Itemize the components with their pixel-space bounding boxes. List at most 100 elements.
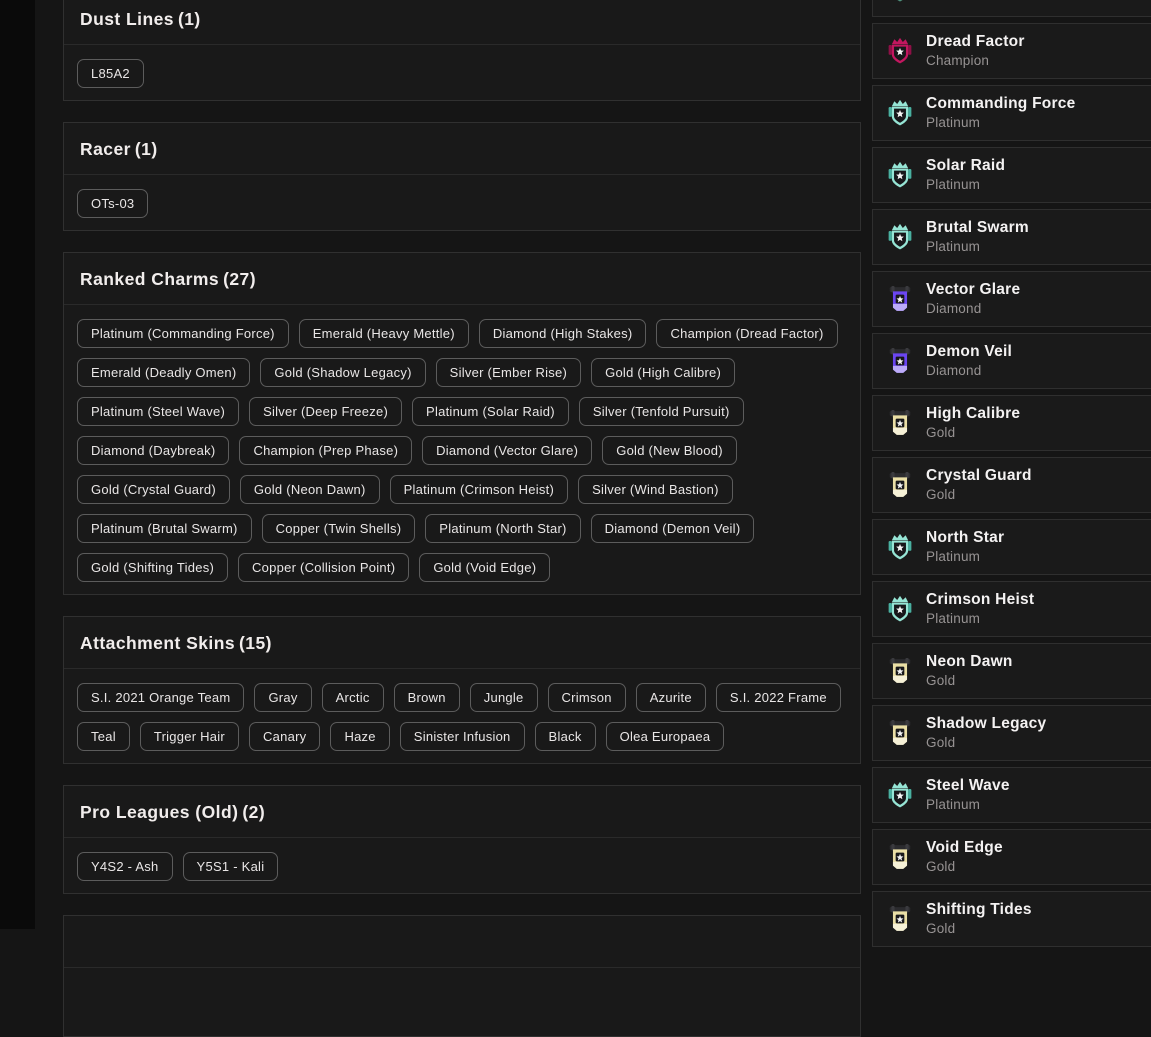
item-chip[interactable]: Diamond (Demon Veil) (590, 514, 755, 543)
charm-title: North Star (926, 529, 1005, 546)
charm-title: Vector Glare (926, 281, 1021, 298)
charm-title: Shadow Legacy (926, 715, 1047, 732)
collection-sections: Dust Lines (1) L85A2 Racer (1) OTs-03 Rank… (63, 0, 861, 1037)
charm-list-item[interactable]: North Star Platinum (872, 519, 1151, 575)
charm-list-item[interactable]: Shifting Tides Gold (872, 891, 1151, 947)
item-chip[interactable]: Copper (Twin Shells) (261, 514, 416, 543)
charm-list-item[interactable]: Solar Raid Platinum (872, 147, 1151, 203)
charm-title: Crimson Heist (926, 591, 1035, 608)
banner-charm-icon (889, 906, 911, 931)
collection-section: Pro Leagues (Old) (2) Y4S2 - Ash Y5S1 - K… (63, 785, 861, 894)
charm-list-item[interactable]: Demon Veil Diamond (872, 333, 1151, 389)
section-title (80, 931, 844, 953)
item-chip[interactable]: Arctic (321, 683, 384, 712)
charm-title: Brutal Swarm (926, 219, 1029, 236)
item-chip[interactable]: Diamond (Daybreak) (77, 436, 230, 465)
banner-charm-icon (889, 844, 911, 869)
charm-list-item[interactable]: Shadow Legacy Gold (872, 705, 1151, 761)
item-chip[interactable]: Y5S1 - Kali (182, 852, 279, 881)
charm-rank: Gold (926, 859, 956, 874)
charm-list-item[interactable]: Steel Wave Platinum (872, 767, 1151, 823)
charm-list-item[interactable]: Emerald (872, 0, 1151, 17)
item-chip[interactable]: Gold (Shifting Tides) (77, 553, 229, 582)
item-chip[interactable]: Gold (New Blood) (602, 436, 737, 465)
item-chip[interactable]: Jungle (469, 683, 538, 712)
charm-title: Crystal Guard (926, 467, 1032, 484)
item-chip[interactable]: Silver (Wind Bastion) (578, 475, 733, 504)
section-chip-list: OTs-03 (64, 175, 860, 230)
item-chip[interactable]: Silver (Ember Rise) (435, 358, 582, 387)
section-header (64, 916, 860, 968)
banner-charm-icon (889, 286, 911, 311)
item-chip[interactable]: Gold (Crystal Guard) (77, 475, 230, 504)
item-chip[interactable]: Diamond (High Stakes) (478, 319, 647, 348)
item-chip[interactable]: Platinum (Brutal Swarm) (77, 514, 252, 543)
charm-list-item[interactable]: Neon Dawn Gold (872, 643, 1151, 699)
item-chip[interactable]: Sinister Infusion (399, 722, 525, 751)
item-chip[interactable]: Diamond (Vector Glare) (422, 436, 593, 465)
charm-title: Demon Veil (926, 343, 1013, 360)
charm-title: High Calibre (926, 405, 1021, 422)
charm-rank: Platinum (926, 115, 981, 130)
item-chip[interactable]: Crimson (547, 683, 626, 712)
item-chip[interactable]: OTs-03 (77, 189, 149, 218)
item-chip[interactable]: Black (534, 722, 596, 751)
charm-list-item[interactable]: High Calibre Gold (872, 395, 1151, 451)
item-chip[interactable]: Copper (Collision Point) (238, 553, 410, 582)
banner-charm-icon (889, 472, 911, 497)
section-header: Ranked Charms (27) (64, 253, 860, 305)
section-title-text: Pro Leagues (Old) (80, 802, 239, 822)
item-chip[interactable]: S.I. 2022 Frame (715, 683, 841, 712)
item-chip[interactable]: Y4S2 - Ash (77, 852, 173, 881)
item-chip[interactable]: Canary (249, 722, 321, 751)
section-title: Attachment Skins (15) (80, 632, 844, 654)
charm-list-item[interactable]: Crystal Guard Gold (872, 457, 1151, 513)
item-chip[interactable]: Platinum (Crimson Heist) (389, 475, 569, 504)
charm-list-item[interactable]: Void Edge Gold (872, 829, 1151, 885)
item-chip[interactable]: S.I. 2021 Orange Team (77, 683, 245, 712)
item-chip[interactable]: L85A2 (77, 59, 144, 88)
banner-charm-icon (889, 720, 911, 745)
item-chip[interactable]: Emerald (Deadly Omen) (77, 358, 251, 387)
item-chip[interactable]: Gray (254, 683, 312, 712)
crowned-shield-charm-icon (888, 223, 912, 250)
item-chip[interactable]: Olea Europaea (605, 722, 725, 751)
item-chip[interactable]: Gold (Shadow Legacy) (260, 358, 426, 387)
item-chip[interactable]: Emerald (Heavy Mettle) (298, 319, 469, 348)
section-header: Pro Leagues (Old) (2) (64, 786, 860, 838)
item-chip[interactable]: Silver (Tenfold Pursuit) (578, 397, 744, 426)
charm-list-item[interactable]: Crimson Heist Platinum (872, 581, 1151, 637)
item-chip[interactable]: Brown (393, 683, 460, 712)
item-chip[interactable]: Platinum (North Star) (425, 514, 581, 543)
section-title: Pro Leagues (Old) (2) (80, 801, 844, 823)
crowned-shield-charm-icon (888, 781, 912, 808)
crowned-shield-charm-icon (888, 533, 912, 560)
item-chip[interactable]: Platinum (Commanding Force) (77, 319, 289, 348)
banner-charm-icon (889, 348, 911, 373)
item-chip[interactable]: Champion (Prep Phase) (239, 436, 413, 465)
item-chip[interactable]: Haze (330, 722, 390, 751)
item-chip[interactable]: Silver (Deep Freeze) (249, 397, 403, 426)
charm-list-item[interactable]: Vector Glare Diamond (872, 271, 1151, 327)
charm-rank: Gold (926, 921, 956, 936)
item-chip[interactable]: Gold (Void Edge) (419, 553, 551, 582)
item-chip[interactable]: Platinum (Steel Wave) (77, 397, 240, 426)
charm-list-item[interactable]: Commanding Force Platinum (872, 85, 1151, 141)
item-chip[interactable]: Platinum (Solar Raid) (412, 397, 569, 426)
charm-list-item[interactable]: Brutal Swarm Platinum (872, 209, 1151, 265)
section-count: (2) (242, 802, 266, 822)
section-count: (1) (177, 9, 201, 29)
charm-list-item[interactable]: Dread Factor Champion (872, 23, 1151, 79)
item-chip[interactable]: Champion (Dread Factor) (656, 319, 838, 348)
item-chip[interactable]: Gold (Neon Dawn) (239, 475, 380, 504)
item-chip[interactable]: Trigger Hair (139, 722, 240, 751)
charm-title: Commanding Force (926, 95, 1076, 112)
crowned-shield-charm-icon (888, 37, 912, 64)
seasonal-charms-sidebar: Emerald Dread Factor (872, 0, 1151, 947)
collection-section: Attachment Skins (15) S.I. 2021 Orange Te… (63, 616, 861, 764)
charm-rank: Champion (926, 53, 990, 68)
section-title: Racer (1) (80, 138, 844, 160)
item-chip[interactable]: Azurite (635, 683, 706, 712)
item-chip[interactable]: Gold (High Calibre) (591, 358, 736, 387)
item-chip[interactable]: Teal (77, 722, 130, 751)
